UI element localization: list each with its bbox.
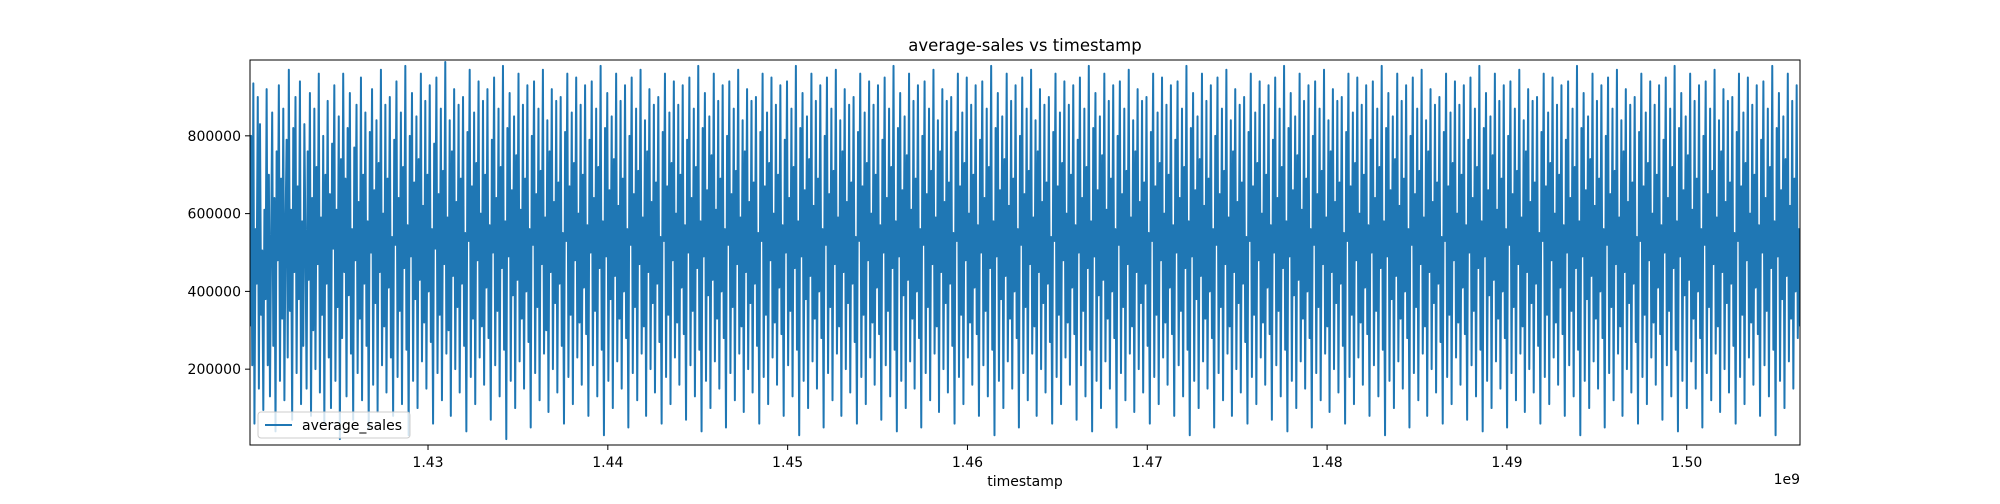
x-axis: 1.43 1.44 1.45 1.46 1.47 1.48 1.49 1.50 — [412, 445, 1702, 471]
plot-area — [250, 60, 1800, 441]
x-axis-offset-label: 1e9 — [1774, 472, 1800, 488]
legend-box — [257, 411, 411, 439]
x-tick-label: 1.46 — [952, 455, 983, 471]
y-tick-label: 400000 — [188, 284, 241, 300]
plot-frame — [249, 59, 1801, 446]
x-tick-label: 1.45 — [772, 455, 803, 471]
x-tick-label: 1.43 — [412, 455, 443, 471]
y-tick-label: 800000 — [188, 129, 241, 145]
legend: average_sales — [257, 411, 411, 439]
legend-entry-average-sales: average_sales — [302, 418, 402, 434]
y-tick-label: 600000 — [188, 207, 241, 223]
x-tick-label: 1.48 — [1312, 455, 1343, 471]
y-axis: 200000 400000 600000 800000 — [188, 129, 250, 378]
chart-title: average-sales vs timestamp — [908, 36, 1141, 55]
x-tick-label: 1.44 — [592, 455, 623, 471]
x-axis-label: timestamp — [987, 474, 1063, 490]
x-tick-label: 1.50 — [1671, 455, 1702, 471]
x-tick-label: 1.47 — [1132, 455, 1163, 471]
series-layer — [250, 60, 1800, 441]
x-tick-label: 1.49 — [1491, 455, 1522, 471]
series-line-average-sales — [250, 60, 1800, 441]
y-tick-label: 200000 — [188, 362, 241, 378]
